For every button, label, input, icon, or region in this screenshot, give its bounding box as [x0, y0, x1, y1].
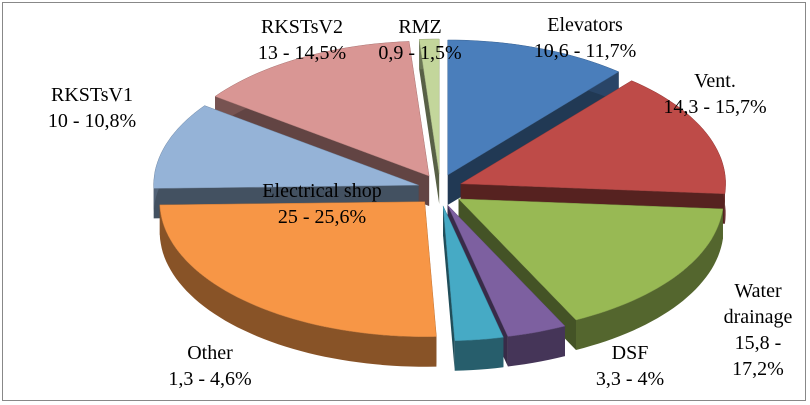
slice: [459, 80, 726, 195]
slice: [214, 41, 430, 177]
category-label: RKSTsV2: [261, 16, 343, 38]
slice-wall: [419, 39, 440, 205]
value-label: 10 - 10,8%: [47, 110, 137, 132]
data-label: Elevators 10,6 - 11,7%: [510, 12, 660, 64]
slice: [447, 204, 566, 337]
value-label: 15,8 - 17,2%: [732, 332, 784, 380]
category-label: Other: [187, 342, 233, 364]
value-label: 25 - 25,6%: [277, 206, 367, 228]
chart-border: [2, 2, 806, 401]
data-label: Other 1,3 - 4,6%: [140, 340, 280, 392]
data-label: Vent. 14,3 - 15,7%: [645, 68, 785, 120]
slice: [153, 105, 419, 189]
value-label: 1,3 - 4,6%: [168, 368, 252, 390]
slice: [457, 198, 724, 321]
category-label: DSF: [611, 342, 649, 364]
slice-side: [507, 326, 565, 367]
value-label: 10,6 - 11,7%: [533, 40, 637, 62]
slice: [442, 205, 504, 341]
value-label: 0,9 - 1,5%: [378, 42, 462, 64]
slice-side: [454, 337, 504, 371]
slice: [418, 38, 440, 175]
category-label: Electrical shop: [262, 180, 382, 202]
category-label: Water drainage: [723, 280, 793, 328]
data-label: RKSTsV1 10 - 10,8%: [17, 82, 167, 134]
category-label: RKSTsV1: [51, 84, 133, 106]
slice-side: [159, 204, 437, 367]
slice: [447, 39, 620, 176]
slice-side: [576, 208, 723, 350]
value-label: 3,3 - 4%: [595, 368, 665, 390]
data-label: RMZ 0,9 - 1,5%: [365, 14, 475, 66]
category-label: RMZ: [398, 16, 442, 38]
data-label: Water drainage 15,8 - 17,2%: [713, 278, 803, 382]
category-label: Elevators: [547, 14, 623, 36]
data-label: Electrical shop 25 - 25,6%: [257, 178, 387, 230]
data-label: DSF 3,3 - 4%: [575, 340, 685, 392]
value-label: 13 - 14,5%: [257, 42, 347, 64]
slice-wall: [443, 205, 455, 371]
slice: [159, 201, 437, 337]
data-label: RKSTsV2 13 - 14,5%: [222, 14, 382, 66]
value-label: 14,3 - 15,7%: [663, 96, 767, 118]
category-label: Vent.: [694, 70, 736, 92]
